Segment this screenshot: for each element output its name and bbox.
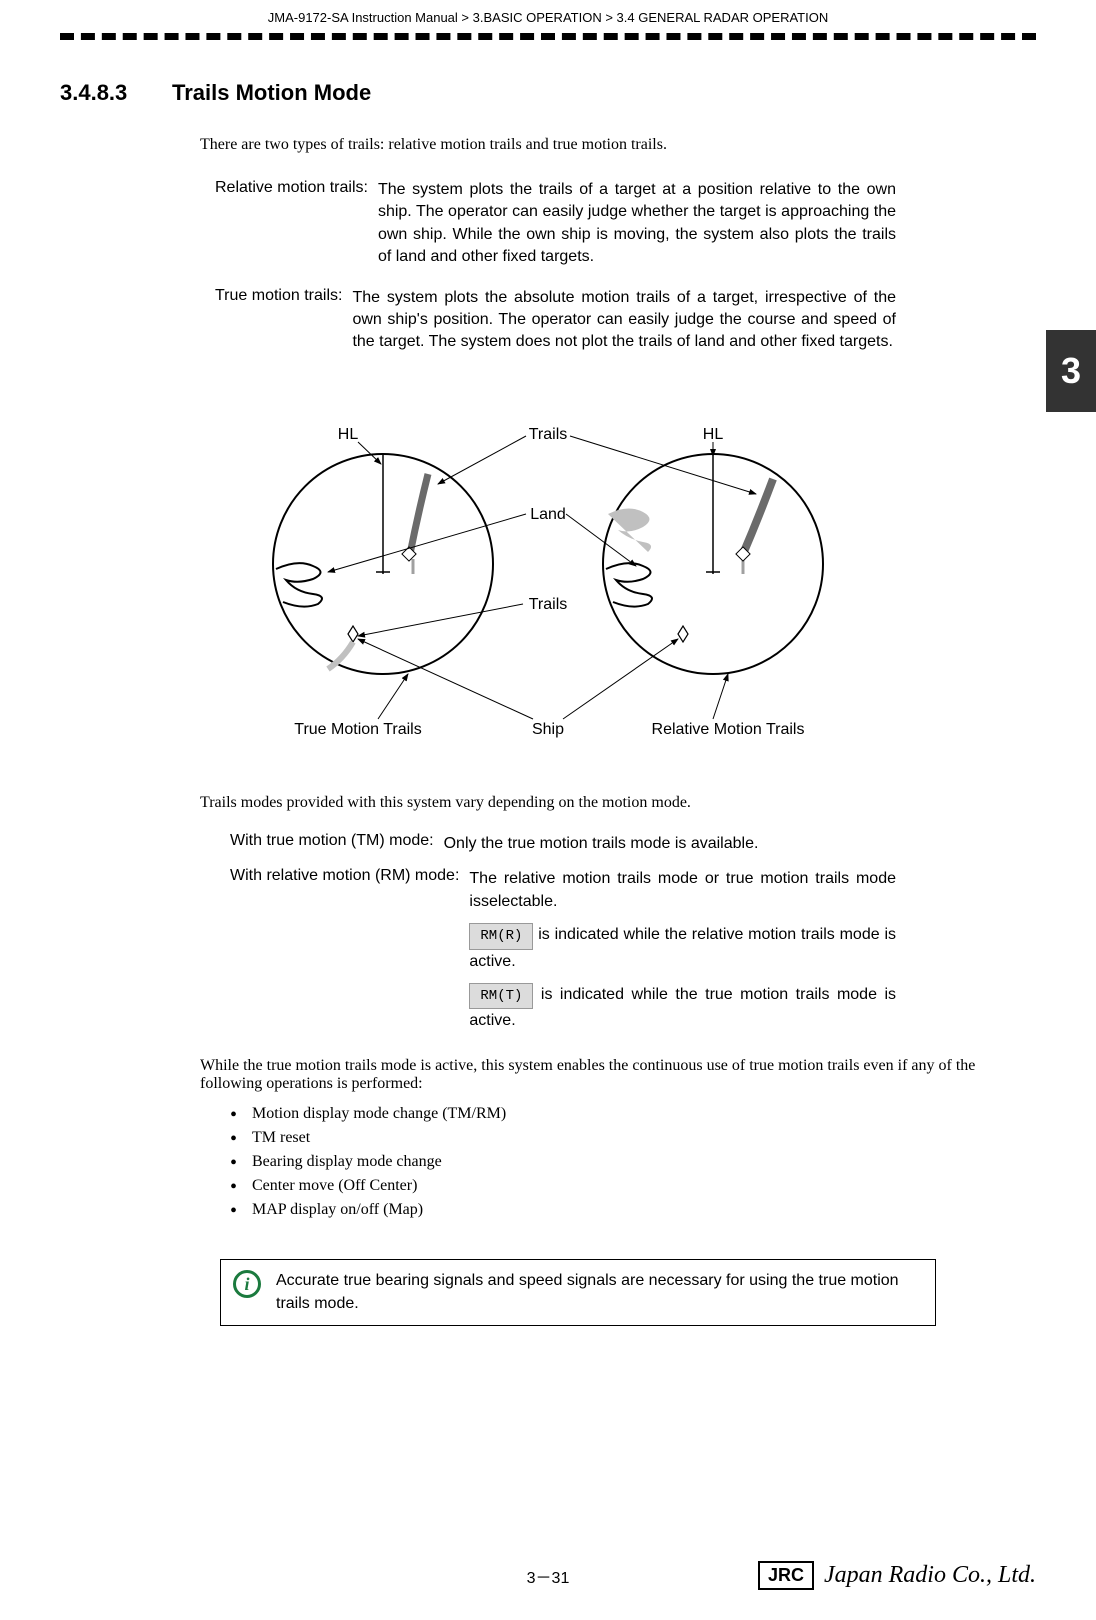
- footer: 3－31 JRC Japan Radio Co., Ltd.: [60, 1561, 1036, 1590]
- label-land: Land: [530, 506, 566, 523]
- label-ship: Ship: [532, 721, 564, 738]
- section-title: Trails Motion Mode: [172, 80, 371, 106]
- chapter-tab: 3: [1046, 330, 1096, 412]
- label-hl-right: HL: [703, 426, 724, 443]
- breadcrumb-sep2: >: [602, 10, 617, 25]
- bullet-list: Motion display mode change (TM/RM) TM re…: [230, 1105, 1036, 1219]
- label-trails-mid: Trails: [529, 596, 568, 613]
- bullet-item: Motion display mode change (TM/RM): [230, 1105, 1036, 1123]
- rm-line1: The relative motion trails mode or true …: [469, 867, 896, 913]
- definition-row: With true motion (TM) mode: Only the tru…: [230, 832, 896, 855]
- bullet-item: Bearing display mode change: [230, 1153, 1036, 1171]
- rm-r-chip: RM(R): [469, 923, 533, 949]
- definition-row: True motion trails: The system plots the…: [215, 287, 896, 354]
- jrc-logo: JRC: [758, 1561, 814, 1590]
- rm-t-chip: RM(T): [469, 983, 533, 1009]
- section-heading: 3.4.8.3 Trails Motion Mode: [60, 80, 1036, 106]
- def-value-rm: The relative motion trails mode or true …: [469, 867, 896, 1032]
- info-icon: i: [233, 1270, 261, 1298]
- dashed-divider: [60, 33, 1036, 40]
- breadcrumb-chapter: 3.BASIC OPERATION: [473, 10, 602, 25]
- rm-chip2-para: RM(T) is indicated while the true motion…: [469, 983, 896, 1032]
- note-text: Accurate true bearing signals and speed …: [276, 1270, 923, 1315]
- label-trails-top: Trails: [529, 426, 568, 443]
- bullet-item: Center move (Off Center): [230, 1177, 1036, 1195]
- diagram-svg: HL Trails HL Land Trails True Motion Tra…: [258, 394, 838, 754]
- definition-row: Relative motion trails: The system plots…: [215, 179, 896, 269]
- mid-text: Trails modes provided with this system v…: [200, 794, 1036, 812]
- rm-chip1-para: RM(R) is indicated while the relative mo…: [469, 923, 896, 972]
- def-label-tm: With true motion (TM) mode:: [230, 832, 444, 855]
- label-relative-motion: Relative Motion Trails: [652, 721, 805, 738]
- page-number: 3－31: [527, 1564, 570, 1588]
- trails-diagram: HL Trails HL Land Trails True Motion Tra…: [258, 394, 838, 754]
- company-name: Japan Radio Co., Ltd.: [824, 1562, 1036, 1589]
- label-true-motion: True Motion Trails: [294, 721, 421, 738]
- definition-block: Relative motion trails: The system plots…: [215, 179, 896, 354]
- bullet-item: MAP display on/off (Map): [230, 1201, 1036, 1219]
- breadcrumb-sep: >: [458, 10, 473, 25]
- label-hl-left: HL: [338, 426, 359, 443]
- def-value-tm: Only the true motion trails mode is avai…: [444, 832, 896, 855]
- def-label-relative: Relative motion trails:: [215, 179, 378, 269]
- def-label-true: True motion trails:: [215, 287, 352, 354]
- breadcrumb-manual: JMA-9172-SA Instruction Manual: [268, 10, 458, 25]
- definition-row: With relative motion (RM) mode: The rela…: [230, 867, 896, 1032]
- def-value-true: The system plots the absolute motion tra…: [352, 287, 896, 354]
- logo-block: JRC Japan Radio Co., Ltd.: [758, 1561, 1036, 1590]
- def-value-relative: The system plots the trails of a target …: [378, 179, 896, 269]
- definition-block-2: With true motion (TM) mode: Only the tru…: [230, 832, 896, 1033]
- breadcrumb-section: 3.4 GENERAL RADAR OPERATION: [617, 10, 829, 25]
- info-note-box: i Accurate true bearing signals and spee…: [220, 1259, 936, 1326]
- cont-text: While the true motion trails mode is act…: [200, 1057, 976, 1093]
- intro-text: There are two types of trails: relative …: [200, 136, 1036, 154]
- breadcrumb: JMA-9172-SA Instruction Manual > 3.BASIC…: [60, 10, 1036, 25]
- def-label-rm: With relative motion (RM) mode:: [230, 867, 469, 1032]
- section-number: 3.4.8.3: [60, 80, 172, 106]
- bullet-item: TM reset: [230, 1129, 1036, 1147]
